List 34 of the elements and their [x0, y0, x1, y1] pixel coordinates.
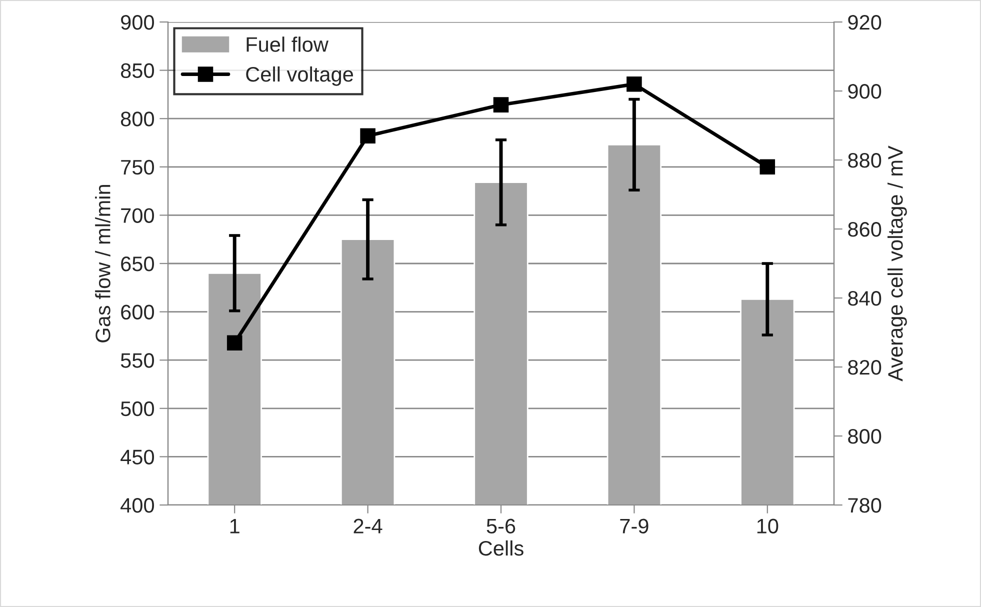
x-tick-label: 5-6	[486, 518, 516, 534]
legend-label: Fuel flow	[246, 36, 328, 52]
y2-tick-label: 820	[848, 360, 882, 375]
point	[760, 159, 776, 175]
y-tick-label: 800	[120, 112, 154, 126]
x-tick-label: 2-4	[354, 518, 382, 534]
y-tick-label: 850	[120, 63, 154, 78]
y2-tick-label: 900	[848, 84, 882, 99]
y2-tick-label: 880	[848, 153, 882, 168]
y-tick-label: 750	[121, 160, 154, 175]
y2-axis-title: Average cell voltage / mV	[888, 146, 907, 382]
legend-label: Cell voltage	[246, 66, 354, 86]
y-tick-label: 400	[120, 498, 154, 513]
y-tick-label: 550	[120, 353, 154, 368]
y2-tick-label: 800	[848, 429, 882, 444]
x-tick-label: 7-9	[620, 518, 648, 534]
y2-tick-label: 860	[848, 222, 882, 237]
x-tick-label: 10	[757, 518, 778, 534]
y2-tick-label: 920	[848, 15, 882, 30]
y-tick-label: 900	[121, 15, 154, 30]
x-tick-label: 1	[230, 518, 240, 534]
point	[493, 97, 509, 112]
point	[626, 76, 642, 92]
x-axis-title: Cells	[478, 540, 524, 556]
y2-tick-label: 780	[848, 498, 882, 513]
y2-tick-label: 840	[848, 291, 882, 306]
point	[360, 128, 376, 144]
y-tick-label: 600	[121, 304, 154, 320]
point	[226, 335, 242, 350]
y-tick-label: 700	[121, 208, 154, 223]
y-tick-label: 650	[121, 256, 154, 272]
y-axis-title: Gas flow / ml/min	[95, 184, 110, 342]
y-tick-label: 500	[120, 401, 154, 416]
y-tick-label: 450	[120, 450, 154, 464]
